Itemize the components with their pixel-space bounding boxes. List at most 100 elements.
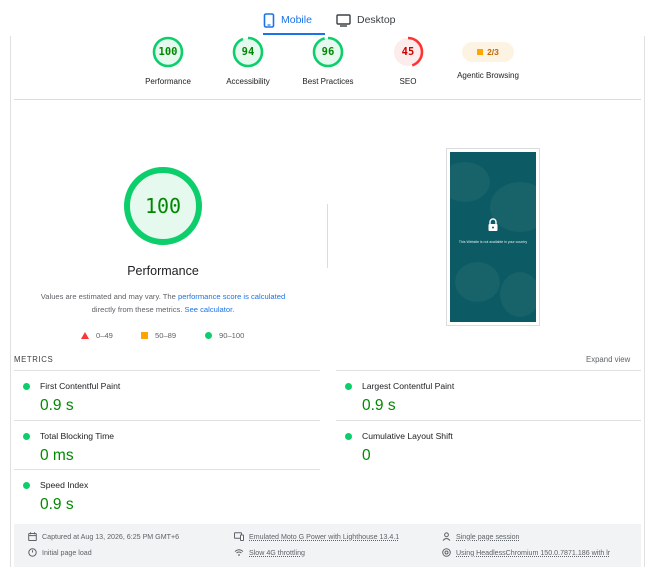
legend-pass: 90–100 — [205, 329, 244, 341]
person-icon — [442, 532, 451, 541]
footer-session-text: Single page session — [456, 532, 520, 541]
note-text-1: Values are estimated and may vary. The — [40, 292, 178, 301]
gauge-label: Performance — [145, 77, 191, 86]
performance-gauge-ring — [124, 167, 202, 245]
metric-value: 0.9 s — [40, 397, 74, 414]
gauge-ring-graphic — [392, 36, 424, 68]
legend-average: 50–89 — [141, 329, 176, 341]
tab-desktop-label: Desktop — [357, 14, 396, 26]
gauge-ring: 94 — [232, 36, 264, 68]
metrics-divider — [14, 469, 320, 470]
legend-average-label: 50–89 — [155, 330, 177, 340]
gauge-ring-graphic — [232, 36, 264, 68]
triangle-icon — [81, 331, 89, 339]
pass-circle-icon — [23, 482, 30, 489]
monitor-icon — [336, 13, 351, 27]
circle-icon — [205, 331, 212, 339]
frame-border-right — [644, 36, 645, 567]
gauge-ring: 100 — [152, 36, 184, 68]
gauge-label: SEO — [399, 77, 417, 86]
performance-title: Performance — [127, 264, 199, 278]
tab-mobile-label: Mobile — [281, 14, 312, 26]
gauge-score: 96 — [321, 46, 335, 58]
legend-pass-label: 90–100 — [219, 330, 245, 340]
agentic-score: 2/3 — [487, 47, 499, 57]
average-square-icon — [477, 49, 484, 55]
lock-icon — [488, 218, 498, 231]
pass-circle-icon — [345, 433, 352, 440]
pass-circle-icon — [23, 433, 30, 440]
gauge-score: 100 — [158, 46, 178, 58]
legend-fail-label: 0–49 — [96, 330, 113, 340]
metrics-divider — [336, 420, 641, 421]
square-icon — [141, 331, 148, 339]
devices-icon — [234, 532, 244, 541]
gauge-ring-graphic — [152, 36, 184, 68]
note-text-2: directly from these metrics. — [91, 305, 185, 314]
legend-fail: 0–49 — [81, 329, 113, 341]
metric-value: 0.9 s — [362, 397, 396, 414]
footer-captured: Captured at Aug 13, 2026, 6:25 PM GMT+6 — [28, 532, 179, 541]
wifi-icon — [234, 549, 244, 556]
gauge-best-practices[interactable]: 96 Best Practices — [288, 36, 368, 86]
footer-browser-text: Using HeadlessChromium 150.0.7871.186 wi… — [456, 548, 611, 557]
performance-score-link[interactable]: performance score is calculated — [177, 292, 286, 301]
gauge-label: Best Practices — [302, 77, 354, 86]
metric-value: 0.9 s — [40, 496, 74, 513]
section-divider — [14, 99, 641, 100]
pass-circle-icon — [23, 383, 30, 390]
performance-note: Values are estimated and may vary. The p… — [26, 290, 300, 316]
smartphone-icon — [263, 12, 275, 28]
footer-throttling[interactable]: Slow 4G throttling — [234, 548, 305, 557]
gauge-agentic-browsing[interactable]: 2/3 Agentic Browsing — [448, 36, 528, 80]
footer-device[interactable]: Emulated Moto G Power with Lighthouse 13… — [234, 532, 399, 541]
see-calculator-link[interactable]: See calculator. — [184, 305, 235, 314]
metric-value: 0 — [362, 447, 371, 464]
gauge-score: 45 — [401, 46, 415, 58]
chrome-icon — [442, 548, 451, 557]
tab-mobile[interactable]: Mobile — [263, 6, 312, 34]
footer-page-load-text: Initial page load — [42, 548, 92, 557]
performance-score-large: 100 — [144, 194, 182, 218]
tab-desktop[interactable]: Desktop — [336, 6, 396, 34]
pass-circle-icon — [345, 383, 352, 390]
performance-gauge-large: 100 — [123, 166, 203, 246]
footer-device-text: Emulated Moto G Power with Lighthouse 13… — [249, 532, 400, 541]
metric-label: First Contentful Paint — [40, 381, 121, 391]
agentic-score-pill: 2/3 — [462, 42, 514, 62]
footer-session[interactable]: Single page session — [442, 532, 520, 541]
final-screenshot[interactable]: This Website is not available in your co… — [446, 148, 540, 326]
screenshot-image: This Website is not available in your co… — [450, 152, 536, 322]
screenshot-message: This Website is not available in your co… — [458, 240, 528, 244]
gauge-score: 94 — [241, 46, 255, 58]
gauge-ring: 96 — [312, 36, 344, 68]
metrics-title: METRICS — [14, 355, 54, 364]
metric-label: Largest Contentful Paint — [362, 381, 455, 391]
metric-label: Cumulative Layout Shift — [362, 431, 453, 441]
gauge-label: Accessibility — [226, 77, 270, 86]
gauge-ring: 45 — [392, 36, 424, 68]
timer-icon — [28, 548, 37, 557]
runtime-settings-footer: Captured at Aug 13, 2026, 6:25 PM GMT+6 … — [14, 524, 641, 567]
vertical-separator — [327, 204, 328, 268]
metric-label: Total Blocking Time — [40, 431, 115, 441]
active-tab-indicator — [263, 33, 325, 35]
footer-captured-text: Captured at Aug 13, 2026, 6:25 PM GMT+6 — [42, 532, 180, 541]
metrics-divider — [14, 370, 320, 371]
footer-throttling-text: Slow 4G throttling — [249, 548, 305, 557]
footer-page-load: Initial page load — [28, 548, 92, 557]
metric-label: Speed Index — [40, 480, 89, 490]
footer-browser[interactable]: Using HeadlessChromium 150.0.7871.186 wi… — [442, 548, 610, 557]
gauge-label: Agentic Browsing — [457, 71, 519, 80]
gauge-ring-graphic — [312, 36, 344, 68]
metrics-divider — [336, 370, 641, 371]
metrics-divider — [14, 420, 320, 421]
device-tabs: Mobile Desktop — [0, 0, 651, 36]
gauge-accessibility[interactable]: 94 Accessibility — [208, 36, 288, 86]
gauge-seo[interactable]: 45 SEO — [368, 36, 448, 86]
gauge-performance[interactable]: 100 Performance — [128, 36, 208, 86]
frame-border-left — [10, 36, 11, 567]
metric-value: 0 ms — [40, 447, 74, 464]
calendar-icon — [28, 532, 37, 541]
expand-view-toggle[interactable]: Expand view — [586, 355, 631, 364]
